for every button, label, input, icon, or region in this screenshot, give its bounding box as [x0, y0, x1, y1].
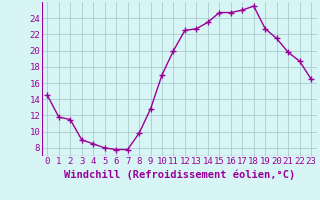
X-axis label: Windchill (Refroidissement éolien,°C): Windchill (Refroidissement éolien,°C) — [64, 169, 295, 180]
